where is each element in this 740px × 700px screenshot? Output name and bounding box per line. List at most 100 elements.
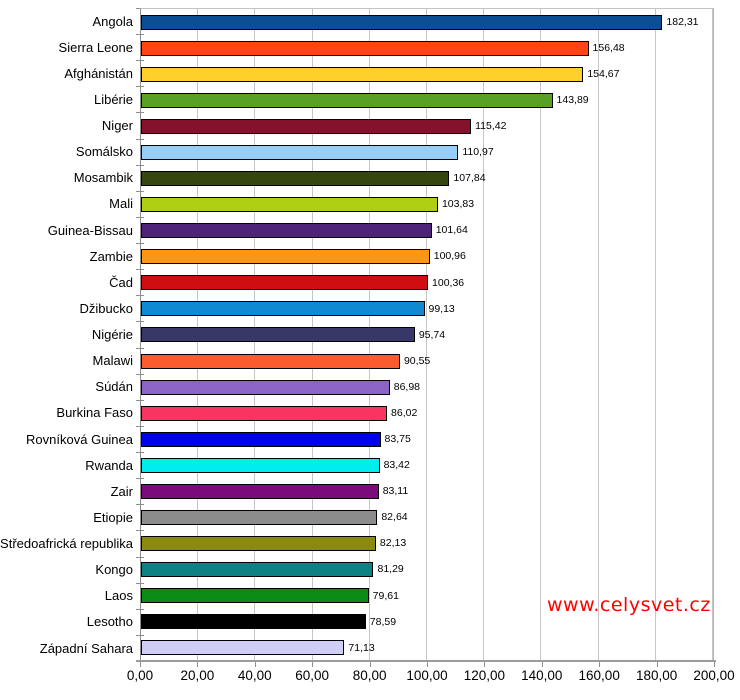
value-label: 82,64 — [381, 511, 408, 524]
bar-row: 71,13 — [141, 635, 713, 661]
category-label: Malawi — [92, 353, 133, 369]
bar-row: 95,74 — [141, 322, 713, 348]
category-label: Lesotho — [86, 614, 133, 630]
category-label: Zair — [110, 483, 133, 499]
category-label: Rovníková Guinea — [26, 431, 133, 447]
bar — [141, 92, 553, 108]
x-axis-tick-label: 20,00 — [180, 668, 215, 683]
gridline — [712, 9, 713, 661]
category-label: Zambie — [89, 248, 133, 264]
x-axis-tick-label: 180,00 — [635, 668, 678, 683]
value-label: 83,11 — [382, 485, 409, 498]
bar — [141, 197, 438, 213]
bar-row: 86,02 — [141, 400, 713, 426]
bar — [141, 588, 369, 604]
bar-row: 154,67 — [141, 61, 713, 87]
bar — [141, 223, 432, 239]
x-axis-tick — [484, 662, 486, 667]
x-axis-tick-label: 40,00 — [237, 668, 272, 683]
gridline — [426, 9, 427, 661]
bar — [141, 118, 472, 134]
category-label: Mosambik — [73, 170, 133, 186]
value-label: 81,29 — [377, 563, 404, 576]
bar — [141, 353, 400, 369]
bar-row: 101,64 — [141, 218, 713, 244]
category-label: Středoafrická republika — [0, 536, 133, 552]
value-label: 95,74 — [418, 328, 446, 341]
bar-row: 115,42 — [141, 113, 713, 139]
value-label: 83,75 — [384, 433, 411, 446]
category-label: Mali — [109, 196, 133, 212]
x-axis-tick — [312, 662, 314, 667]
gridline — [483, 9, 485, 661]
bar-rows: 182,31 156,48 154,67 143,89 115,42 110,97 107,… — [141, 9, 713, 661]
x-axis-tick — [714, 662, 715, 667]
bar-row: 107,84 — [141, 165, 713, 191]
bar-row: 99,13 — [141, 296, 713, 322]
value-label: 99,13 — [428, 302, 455, 315]
bar — [141, 536, 376, 552]
y-axis-category-labels: Angola Sierra Leone Afghánistán Libérie Nige… — [0, 8, 133, 661]
bar — [141, 405, 388, 421]
bar-row: 86,98 — [141, 374, 713, 400]
watermark: www.celysvet.cz — [547, 594, 711, 616]
value-label: 107,84 — [453, 172, 486, 185]
category-label: Afghánistán — [64, 65, 133, 81]
value-label: 182,31 — [666, 15, 699, 28]
bar-row: 103,83 — [141, 192, 713, 218]
category-label: Kongo — [95, 562, 133, 578]
bar — [141, 301, 425, 317]
x-axis-tick — [541, 662, 543, 667]
value-label: 78,59 — [369, 615, 397, 628]
bar-row: 82,64 — [141, 504, 713, 530]
bar-row: 83,11 — [141, 478, 713, 504]
gridline — [540, 9, 542, 661]
bar — [141, 510, 378, 526]
bar-row: 81,29 — [141, 557, 713, 583]
bar-row: 82,13 — [141, 531, 713, 557]
x-axis-tick — [656, 662, 658, 667]
bar-row: 182,31 — [141, 9, 713, 35]
value-label: 83,42 — [383, 459, 410, 472]
bar — [141, 249, 430, 265]
x-axis-tick — [140, 662, 141, 667]
bar-row: 100,96 — [141, 244, 713, 270]
x-axis-tick-label: 160,00 — [578, 668, 620, 683]
category-label: Libérie — [93, 91, 133, 107]
bar — [141, 562, 374, 578]
bar — [141, 614, 366, 630]
x-axis-tick-label: 80,00 — [352, 668, 387, 683]
value-label: 82,13 — [379, 537, 407, 550]
value-label: 156,48 — [592, 41, 625, 54]
bar-row: 83,42 — [141, 452, 713, 478]
value-label: 103,83 — [441, 198, 475, 211]
x-axis-tick-label: 0,00 — [126, 668, 154, 683]
bar-row: 143,89 — [141, 87, 713, 113]
x-axis-tick-label: 200,00 — [693, 668, 735, 683]
category-label: Rwanda — [85, 457, 133, 473]
x-axis-tick — [197, 662, 199, 667]
bar-row: 100,36 — [141, 270, 713, 296]
value-label: 71,13 — [348, 641, 375, 654]
value-label: 86,98 — [393, 380, 421, 393]
category-label: Džibucko — [79, 300, 133, 316]
x-axis-tick — [427, 662, 428, 667]
value-label: 79,61 — [372, 589, 399, 602]
bar — [141, 275, 429, 291]
bar — [141, 171, 450, 186]
x-axis-tick-label: 100,00 — [406, 668, 448, 683]
x-axis-tick-label: 120,00 — [463, 668, 506, 683]
category-label: Burkina Faso — [56, 405, 133, 421]
x-axis-line — [136, 660, 716, 662]
bar-row: 79,61 — [141, 583, 713, 609]
category-label: Somálsko — [75, 144, 133, 160]
x-axis-tick — [254, 662, 256, 667]
bar — [141, 640, 345, 656]
bar-row: 83,75 — [141, 426, 713, 452]
bar-row: 90,55 — [141, 348, 713, 374]
x-axis-tick — [369, 662, 371, 667]
value-label: 100,36 — [432, 276, 465, 289]
x-axis-tick-label: 60,00 — [295, 668, 330, 683]
category-label: Etiopie — [93, 509, 133, 525]
value-label: 101,64 — [435, 224, 468, 237]
